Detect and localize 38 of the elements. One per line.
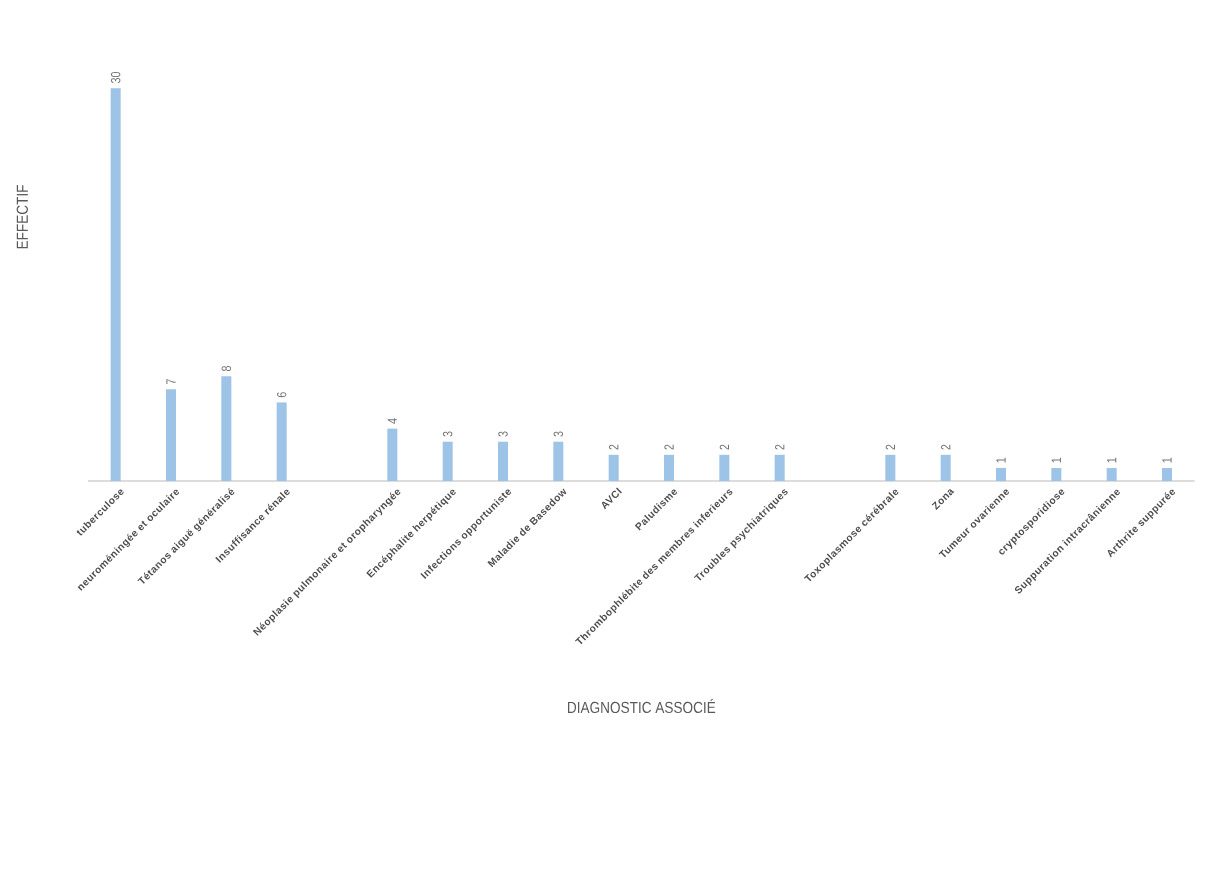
data-label: 2 bbox=[664, 444, 674, 450]
data-label: 6 bbox=[276, 392, 287, 398]
data-label: 2 bbox=[719, 444, 729, 450]
data-label: 3 bbox=[498, 431, 508, 437]
bar bbox=[885, 454, 896, 481]
bar bbox=[498, 441, 508, 481]
data-label: 8 bbox=[221, 366, 232, 372]
data-label: 1 bbox=[1107, 457, 1117, 463]
bar bbox=[608, 454, 619, 481]
data-label: 1 bbox=[1051, 457, 1061, 463]
data-label: 1 bbox=[996, 457, 1006, 463]
data-label: 2 bbox=[941, 444, 951, 450]
bar bbox=[996, 467, 1007, 481]
bar bbox=[719, 454, 730, 481]
data-label: 7 bbox=[166, 379, 176, 385]
data-label: 3 bbox=[442, 431, 453, 437]
data-label: 2 bbox=[609, 444, 619, 450]
bar bbox=[553, 441, 564, 481]
bar bbox=[774, 454, 785, 481]
bar bbox=[221, 376, 232, 481]
x-axis-title: DIAGNOSTIC ASSOCIÉ bbox=[568, 699, 716, 714]
data-label: 30 bbox=[110, 71, 121, 84]
bar bbox=[1162, 467, 1173, 481]
bar bbox=[110, 88, 121, 481]
bar bbox=[166, 389, 176, 481]
bar bbox=[442, 441, 453, 481]
data-label: 2 bbox=[885, 444, 895, 450]
bar bbox=[664, 454, 675, 481]
bar bbox=[387, 428, 398, 481]
bar bbox=[1106, 467, 1117, 481]
data-label: 2 bbox=[775, 444, 785, 450]
data-label: 3 bbox=[553, 431, 564, 437]
bar bbox=[1051, 467, 1062, 481]
bar bbox=[940, 454, 951, 481]
data-label: 1 bbox=[1162, 457, 1172, 463]
y-axis-title: EFFECTIF bbox=[16, 185, 28, 249]
bar bbox=[276, 402, 287, 481]
data-label: 4 bbox=[387, 418, 397, 424]
